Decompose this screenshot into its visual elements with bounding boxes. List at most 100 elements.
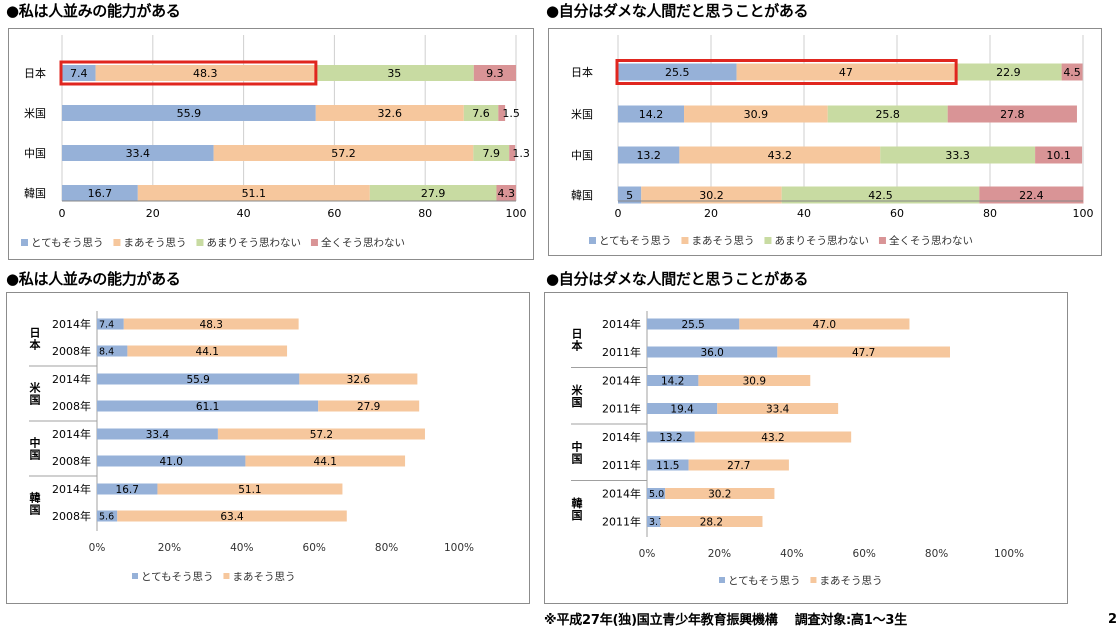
bar-segment xyxy=(947,105,1077,123)
data-label: 63.4 xyxy=(220,511,244,523)
data-label: 42.5 xyxy=(868,189,893,202)
year-label: 2008年 xyxy=(52,399,91,413)
data-label: 11.5 xyxy=(656,460,679,472)
bar-segment xyxy=(62,65,96,81)
data-label: 57.2 xyxy=(331,147,356,160)
bar-segment xyxy=(97,483,158,495)
data-label: 22.9 xyxy=(996,66,1021,79)
x-tick-label: 100 xyxy=(1073,207,1094,220)
bar-segment xyxy=(473,65,516,81)
bar-segment xyxy=(97,318,124,330)
year-label: 2014年 xyxy=(602,317,641,331)
bar-segment xyxy=(660,516,763,527)
year-label: 2014年 xyxy=(52,372,91,386)
bar-segment xyxy=(127,345,288,357)
category-label: 米国 xyxy=(24,107,46,120)
legend-swatch xyxy=(113,239,121,246)
bar-segment xyxy=(509,145,516,161)
bar-segment xyxy=(641,186,782,204)
category-label: 日本 xyxy=(24,66,46,80)
legend-label: あまりそう思わない xyxy=(206,237,301,249)
year-label: 2014年 xyxy=(602,374,641,388)
year-label: 2011年 xyxy=(602,515,641,529)
bar-segment xyxy=(618,105,685,123)
legend-swatch xyxy=(223,573,230,579)
bar-segment xyxy=(314,65,474,81)
category-label: 中国 xyxy=(24,147,46,160)
legend-label: まあそう思う xyxy=(691,235,754,247)
data-label: 13.2 xyxy=(636,149,661,162)
legend-label: 全くそう思わない xyxy=(321,236,405,249)
data-label: 4.3 xyxy=(497,187,515,200)
x-tick-label: 100 xyxy=(506,207,527,220)
data-label: 4.5 xyxy=(1063,66,1081,79)
legend-label: とてもそう思う xyxy=(728,575,800,587)
bar-segment xyxy=(473,145,510,161)
year-label: 2011年 xyxy=(602,345,641,359)
data-label: 41.0 xyxy=(160,456,183,468)
data-label: 1.3 xyxy=(512,147,530,160)
bar-segment xyxy=(97,428,218,440)
bar-segment xyxy=(827,105,948,123)
chart2-panel: 日本 25.5 47 22.9 4.5 米国 14.2 30.9 25.8 27.8 中国 13.2 4… xyxy=(548,28,1102,256)
legend-swatch xyxy=(310,239,318,246)
data-label: 7.9 xyxy=(483,147,501,160)
bar-segment xyxy=(781,186,980,204)
data-label: 32.6 xyxy=(347,374,371,386)
year-label: 2008年 xyxy=(52,454,91,468)
legend-label: とてもそう思う xyxy=(31,237,103,249)
x-tick-label: 40% xyxy=(780,548,803,560)
bar-segment xyxy=(1035,146,1083,164)
data-label: 14.2 xyxy=(639,108,664,121)
x-tick-label: 40 xyxy=(237,207,251,220)
data-label: 55.9 xyxy=(177,107,202,120)
group-label: 中国 xyxy=(30,436,41,462)
bar-segment xyxy=(955,63,1062,81)
data-label: 28.2 xyxy=(700,517,723,529)
bar-segment xyxy=(299,373,418,385)
bar-segment xyxy=(157,483,343,495)
data-label: 47.0 xyxy=(813,319,836,331)
x-tick-label: 20% xyxy=(158,542,181,554)
x-tick-label: 60 xyxy=(890,207,904,220)
chart1-panel: 日本 7.4 48.3 35 9.3 米国 55.9 32.6 7.6 1.5 中国 33.4 57.2… xyxy=(8,28,534,260)
data-label: 5.6 xyxy=(99,512,114,523)
bar-segment xyxy=(618,146,680,164)
year-label: 2014年 xyxy=(52,317,91,331)
x-tick-label: 80 xyxy=(983,207,997,220)
legend-label: まあそう思う xyxy=(819,575,882,587)
chart3-svg: 日本 2014年 7.4 48.3 2008年 8.4 44.1 米国 2014年 55.9 32.… xyxy=(29,311,474,583)
legend-label: 全くそう思わない xyxy=(889,234,973,247)
bar-segment xyxy=(318,400,420,412)
data-label: 51.1 xyxy=(242,187,267,200)
data-label: 22.4 xyxy=(1019,189,1044,202)
bar-segment xyxy=(979,186,1084,204)
category-label: 韓国 xyxy=(24,187,46,200)
bar-segment xyxy=(647,516,661,527)
year-label: 2014年 xyxy=(52,427,91,441)
bar-segment xyxy=(97,373,300,385)
x-tick-label: 80 xyxy=(418,207,432,220)
group-label: 米国 xyxy=(571,383,584,409)
highlight-box xyxy=(615,59,958,85)
data-label: 33.4 xyxy=(146,429,170,441)
data-label: 3.7 xyxy=(649,517,664,528)
bar-segment xyxy=(1061,63,1083,81)
year-label: 2014年 xyxy=(52,482,91,496)
x-tick-label: 40 xyxy=(797,207,811,220)
legend-swatch xyxy=(764,237,772,244)
x-tick-label: 0 xyxy=(59,207,66,220)
data-label: 47.7 xyxy=(852,347,875,359)
x-tick-label: 60% xyxy=(853,548,876,560)
group-label: 中国 xyxy=(572,439,583,465)
data-label: 16.7 xyxy=(116,484,139,496)
bar-segment xyxy=(498,105,506,121)
data-label: 8.4 xyxy=(99,347,114,358)
group-label: 韓国 xyxy=(30,491,41,517)
data-label: 7.4 xyxy=(70,67,88,80)
bar-segment xyxy=(95,65,315,81)
data-label: 61.1 xyxy=(196,401,219,413)
data-label: 47 xyxy=(839,66,853,79)
data-label: 30.9 xyxy=(743,376,766,388)
bar-segment xyxy=(97,345,128,357)
